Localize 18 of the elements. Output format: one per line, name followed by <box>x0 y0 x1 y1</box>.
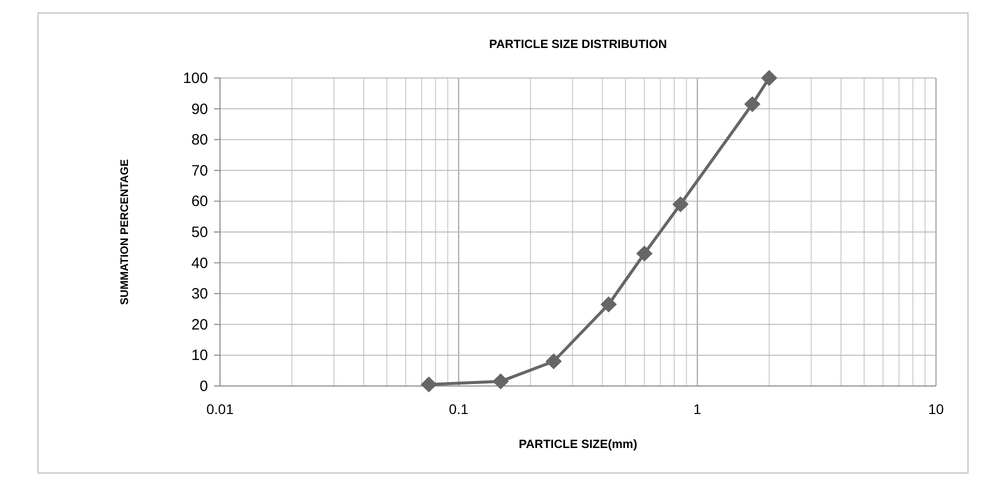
y-tick-label: 20 <box>191 316 208 334</box>
y-tick-label: 60 <box>191 193 208 210</box>
y-tick-label: 80 <box>191 132 208 149</box>
y-tick-label: 10 <box>191 347 208 364</box>
chart-title: PARTICLE SIZE DISTRIBUTION <box>489 37 667 51</box>
x-tick-label: 1 <box>693 401 702 417</box>
x-tick-label: 10 <box>928 401 944 417</box>
x-tick-label: 0.1 <box>448 401 469 417</box>
y-tick-label: 100 <box>182 70 208 87</box>
y-tick-label: 30 <box>191 286 208 303</box>
y-tick-label: 50 <box>191 224 208 241</box>
x-axis-title: PARTICLE SIZE(mm) <box>518 437 638 451</box>
y-tick-label: 40 <box>191 254 208 272</box>
y-tick-label: 70 <box>191 162 208 180</box>
y-tick-label: 90 <box>191 100 208 118</box>
x-tick-label: 0.01 <box>206 401 234 417</box>
y-tick-label: 0 <box>200 378 208 395</box>
y-axis-title: SUMMATION PERCENTAGE <box>119 159 131 305</box>
